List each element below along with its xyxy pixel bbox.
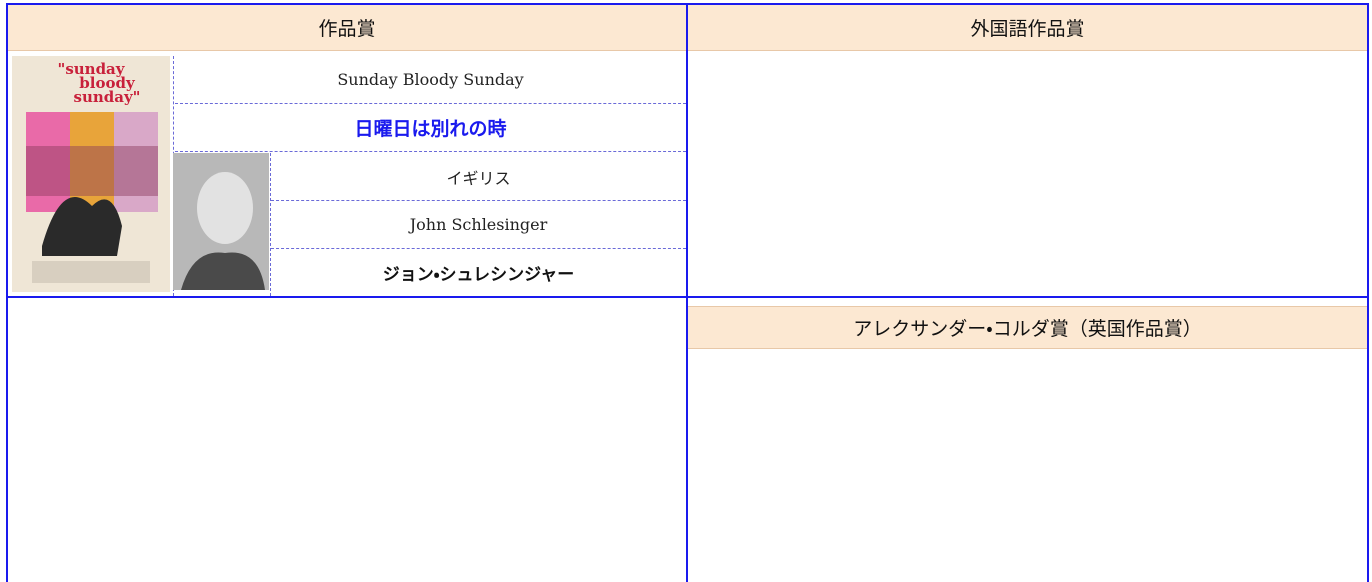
row-divider <box>8 296 1367 298</box>
header-cell: 外国語作品賞 <box>688 5 1367 51</box>
table-frame <box>6 3 1369 582</box>
director-english-name: John Schlesinger <box>271 201 686 249</box>
column-divider <box>686 5 688 582</box>
svg-text:"sunday: "sunday <box>58 60 126 78</box>
cell-border <box>270 153 271 296</box>
svg-text:bloody: bloody <box>79 74 136 92</box>
header-cell: 作品賞 <box>8 5 686 51</box>
director-japanese-name: ジョン・シュレシンジャー <box>382 265 575 285</box>
poster-image: "sunday bloody sunday" <box>12 56 170 292</box>
country: イギリス <box>271 153 686 201</box>
svg-text:sunday": sunday" <box>74 88 141 106</box>
header-cell: アレクサンダー・コルダ賞（英国作品賞） <box>688 306 1367 349</box>
japanese-title: 日曜日は別れの時 <box>175 104 686 152</box>
director-photo <box>173 153 269 290</box>
english-title: Sunday Bloody Sunday <box>175 56 686 104</box>
